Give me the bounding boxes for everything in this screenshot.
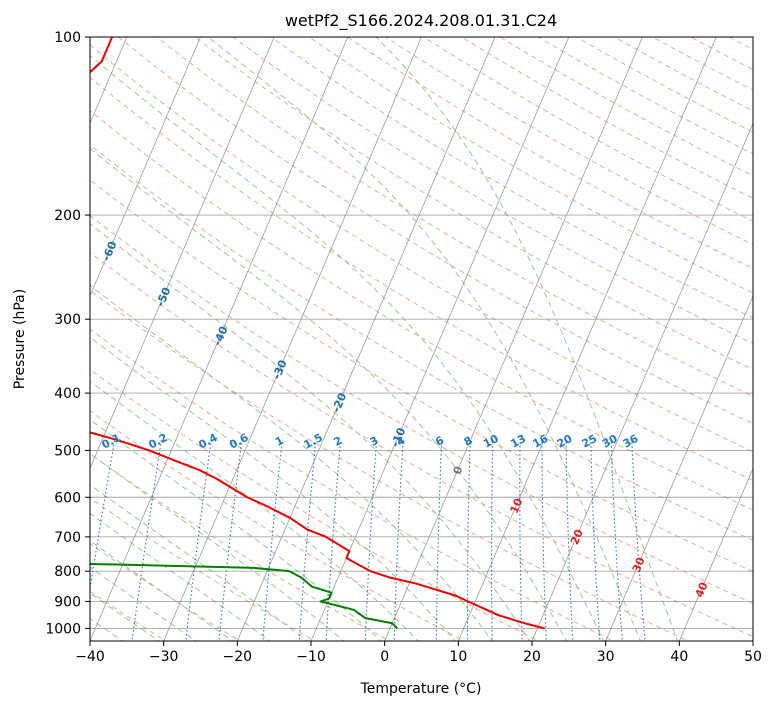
mixing-ratio-line	[218, 439, 243, 641]
mixing-ratio-line	[325, 439, 342, 641]
mixing-ratio-label: 16	[531, 432, 551, 451]
moist-adiabat-line	[90, 484, 308, 641]
mixing-ratio-line	[631, 439, 646, 641]
x-tick-label: −40	[75, 649, 105, 665]
moist-adiabat-line	[90, 453, 345, 641]
chart-title: wetPf2_S166.2024.208.01.31.C24	[285, 11, 557, 31]
mixing-ratio-line	[590, 439, 601, 641]
dry-adiabat-line	[90, 410, 466, 641]
dry-adiabat-line	[90, 44, 753, 453]
isotherm-line	[384, 37, 643, 641]
isotherm-label: 40	[693, 580, 711, 599]
x-tick-label: 10	[449, 649, 467, 665]
moist-adiabat-line	[90, 540, 234, 641]
moist-adiabat-line	[90, 54, 605, 641]
mixing-ratio-line	[131, 439, 162, 641]
dry-adiabat-line	[156, 37, 753, 397]
plot-frame	[89, 36, 754, 642]
temperature-profile	[90, 37, 545, 630]
mixing-ratio-label: 10	[481, 432, 501, 451]
isotherm-label: 20	[568, 527, 586, 546]
mixing-ratio-line	[519, 439, 523, 641]
isobars	[90, 37, 753, 629]
x-tick-label: −10	[296, 649, 326, 665]
isotherm-line	[605, 294, 753, 641]
mixing-ratio-line	[393, 439, 404, 641]
mixing-ratio-label: 36	[621, 432, 641, 451]
x-tick-label: 30	[597, 649, 615, 665]
isotherm-line	[90, 37, 275, 470]
x-tick-label: −20	[223, 649, 253, 665]
mixing-ratio-lines	[90, 439, 646, 641]
x-tick-label: 50	[744, 649, 762, 665]
mixing-ratio-line	[610, 439, 623, 641]
x-tick-label: 20	[523, 649, 541, 665]
mixing-ratio-line	[541, 439, 547, 641]
mixing-ratio-labels: 0.1 0.2 0.4 0.6 1 1.5 2 3 4 6 8 10 13 16 20 25 30 36	[100, 431, 641, 452]
y-tick-label: 300	[54, 312, 81, 328]
y-tick-label: 1000	[45, 621, 81, 637]
mixing-ratio-line	[298, 439, 317, 641]
y-tick-label: 400	[54, 386, 81, 402]
mixing-ratio-line	[185, 439, 212, 641]
isotherm-line	[90, 37, 349, 641]
isotherm-line	[457, 37, 717, 641]
dewpoint-profile	[90, 562, 399, 630]
isotherm-label: 10	[508, 496, 526, 515]
moist-adiabat-line	[90, 512, 271, 641]
isotherm-line	[163, 37, 422, 641]
isotherm-line	[678, 467, 753, 641]
profile-lines	[90, 37, 545, 630]
mixing-ratio-line	[565, 439, 574, 641]
y-axis-title: Pressure (hPa)	[12, 289, 28, 389]
mixing-ratio-line	[491, 439, 494, 641]
mixing-ratio-label: 13	[508, 432, 528, 451]
x-axis: −40 −30 −20 −10 0 10 20 30 40 50	[75, 641, 762, 665]
x-tick-label: 40	[670, 649, 688, 665]
x-tick-label: −30	[149, 649, 179, 665]
moist-adiabat-line	[90, 418, 382, 641]
moist-adiabat-line	[90, 336, 456, 641]
isotherm-line	[90, 37, 201, 298]
y-tick-label: 500	[54, 443, 81, 459]
moist-adiabat-line	[90, 566, 197, 641]
isotherm-label: 30	[630, 555, 648, 574]
dry-adiabat-line	[90, 179, 753, 573]
y-axis: 100 200 300 400 500 600 700 800 900 1000	[45, 30, 90, 637]
mixing-ratio-label: 25	[580, 432, 600, 451]
isotherm-line	[236, 37, 496, 641]
isotherm-line	[531, 122, 753, 641]
y-tick-label: 700	[54, 530, 81, 546]
mixing-ratio-line	[435, 439, 443, 641]
y-tick-label: 900	[54, 594, 81, 610]
mixing-ratio-label: 20	[555, 432, 575, 451]
y-tick-label: 100	[54, 30, 81, 46]
mixing-ratio-line	[466, 439, 471, 641]
moist-adiabat-line	[90, 592, 160, 641]
y-tick-label: 600	[54, 490, 81, 506]
dry-adiabat-line	[232, 37, 753, 345]
y-tick-label: 800	[54, 564, 81, 580]
x-axis-title: Temperature (°C)	[360, 681, 482, 697]
x-tick-label: 0	[380, 649, 389, 665]
isotherm-line	[310, 37, 570, 641]
dry-adiabat-line	[90, 110, 753, 511]
dry-adiabat-line	[90, 144, 753, 541]
y-tick-label: 200	[54, 208, 81, 224]
mixing-ratio-label: 30	[600, 432, 620, 451]
mixing-ratio-line	[262, 439, 283, 641]
isotherms	[90, 37, 753, 641]
moist-adiabat-line	[90, 147, 568, 641]
